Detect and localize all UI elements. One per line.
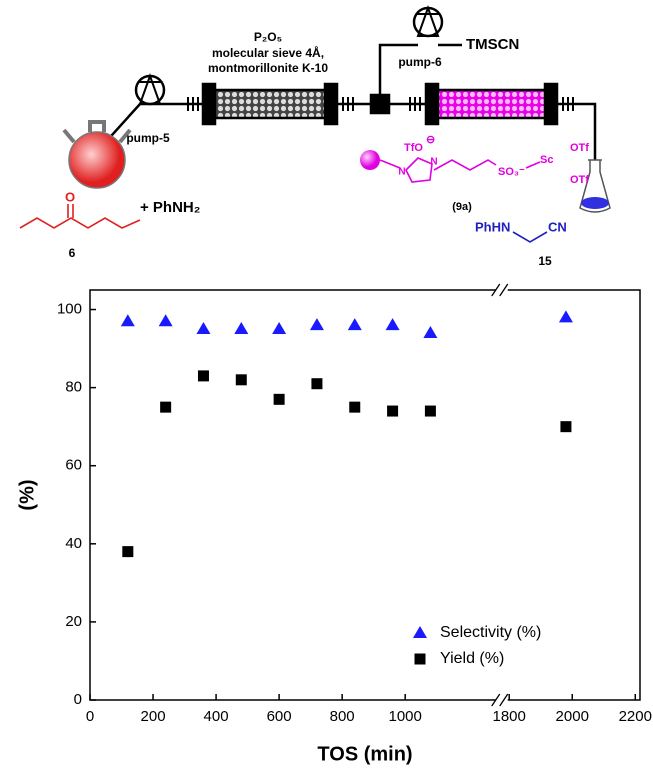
x-tick-label: 1800	[493, 708, 526, 725]
marker	[385, 318, 400, 331]
flow-diagram	[19, 5, 611, 243]
axis-break	[491, 693, 509, 707]
x-tick-label: 600	[267, 708, 292, 725]
column-cap	[424, 82, 440, 126]
anion: TfO	[404, 142, 423, 154]
flask	[68, 131, 126, 189]
marker	[273, 393, 285, 405]
marker	[311, 378, 323, 390]
metal: Sc	[540, 154, 553, 166]
compound-id: (9a)	[452, 201, 472, 213]
atom: N	[398, 167, 405, 178]
column-label: molecular sieve 4Å,	[212, 45, 324, 60]
ligand: OTf	[570, 174, 589, 186]
x-tick-label: 400	[204, 708, 229, 725]
marker	[560, 421, 572, 433]
column	[432, 88, 551, 120]
atom: CN	[548, 219, 567, 234]
column-label: montmorillonite K-10	[208, 61, 328, 75]
marker	[197, 370, 209, 382]
amine-label: + PhNH₂	[140, 199, 200, 216]
pump-label: pump-6	[398, 55, 442, 69]
legend-label: Yield (%)	[440, 650, 504, 667]
y-tick-label: 100	[57, 300, 82, 317]
marker	[309, 318, 324, 331]
marker	[234, 322, 249, 335]
x-tick-label: 2000	[556, 708, 589, 725]
y-tick-label: 40	[65, 535, 82, 552]
sulfonate: SO₃⁻	[498, 166, 525, 178]
x-tick-label: 2200	[619, 708, 652, 725]
compound-id: 6	[69, 246, 76, 260]
charge: ⊖	[426, 134, 435, 146]
x-axis-label: TOS (min)	[317, 743, 412, 765]
column-cap	[323, 82, 339, 126]
legend-label: Selectivity (%)	[440, 624, 541, 641]
y-tick-label: 60	[65, 457, 82, 474]
x-tick-label: 0	[86, 708, 94, 725]
receiver-liquid	[581, 197, 609, 209]
column	[208, 88, 332, 120]
ligand: OTf	[570, 142, 589, 154]
ketone-structure	[19, 217, 141, 229]
y-axis-label: (%)	[16, 479, 38, 510]
axis-frame	[89, 289, 641, 701]
x-tick-label: 800	[330, 708, 355, 725]
reagent-label: TMSCN	[466, 36, 519, 53]
marker	[558, 310, 573, 323]
imidazolium	[405, 157, 433, 183]
tube	[555, 102, 597, 165]
pump	[416, 5, 440, 37]
product-structure	[512, 231, 548, 243]
marker	[120, 314, 135, 327]
pump	[134, 74, 166, 106]
atom: PhHN	[475, 219, 510, 234]
marker	[347, 318, 362, 331]
marker	[158, 314, 173, 327]
marker	[272, 322, 287, 335]
diagram-labels: P₂O₅ molecular sieve 4Å, montmorillonite…	[65, 30, 589, 268]
marker	[423, 325, 438, 338]
flask-neck	[62, 120, 132, 144]
axis-break	[491, 283, 509, 297]
mixer	[369, 93, 391, 115]
column-cap	[543, 82, 559, 126]
pump	[138, 73, 162, 105]
marker	[196, 322, 211, 335]
marker	[122, 546, 134, 558]
y-tick-label: 0	[74, 691, 82, 708]
tube	[378, 43, 418, 104]
connectors	[187, 97, 574, 111]
column-cap	[201, 82, 217, 126]
legend-marker	[413, 626, 427, 638]
column-label: P₂O₅	[254, 30, 282, 44]
pump-label: pump-5	[126, 131, 170, 145]
atom: O	[65, 189, 75, 204]
chart: 0 200 400 600 800 1000 1800 2000 2200 0 20 40 60 80 10…	[16, 283, 652, 765]
x-tick-label: 1000	[388, 708, 421, 725]
marker	[235, 374, 247, 386]
marker	[424, 405, 436, 417]
y-tick-label: 80	[65, 379, 82, 396]
marker	[160, 401, 172, 413]
compound-id: 15	[538, 254, 552, 268]
pump	[412, 6, 444, 38]
y-tick-label: 20	[65, 613, 82, 630]
support	[360, 150, 380, 170]
x-tick-label: 200	[141, 708, 166, 725]
marker	[349, 401, 361, 413]
marker	[387, 405, 399, 417]
atom: N	[430, 157, 437, 168]
legend-marker	[414, 653, 426, 665]
